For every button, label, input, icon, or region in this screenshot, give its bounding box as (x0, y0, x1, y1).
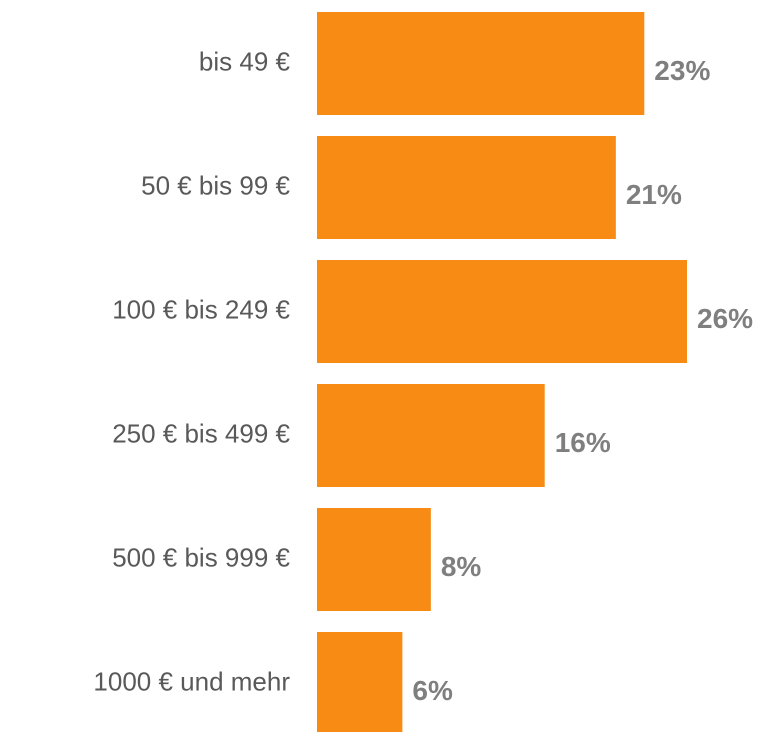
bar (317, 384, 545, 487)
category-label: 250 € bis 499 € (112, 418, 290, 448)
bar (317, 136, 616, 239)
value-label: 6% (412, 675, 453, 706)
value-label: 8% (441, 551, 482, 582)
category-label: bis 49 € (199, 46, 291, 76)
category-label: 50 € bis 99 € (141, 170, 290, 200)
value-label: 21% (626, 179, 682, 210)
bar (317, 260, 687, 363)
value-label: 26% (697, 303, 753, 334)
value-label: 23% (654, 55, 710, 86)
category-label: 500 € bis 999 € (112, 542, 290, 572)
category-label: 1000 € und mehr (93, 666, 290, 696)
bar (317, 12, 645, 115)
value-label: 16% (555, 427, 611, 458)
category-label: 100 € bis 249 € (112, 294, 290, 324)
bar (317, 632, 403, 732)
bar (317, 508, 431, 611)
